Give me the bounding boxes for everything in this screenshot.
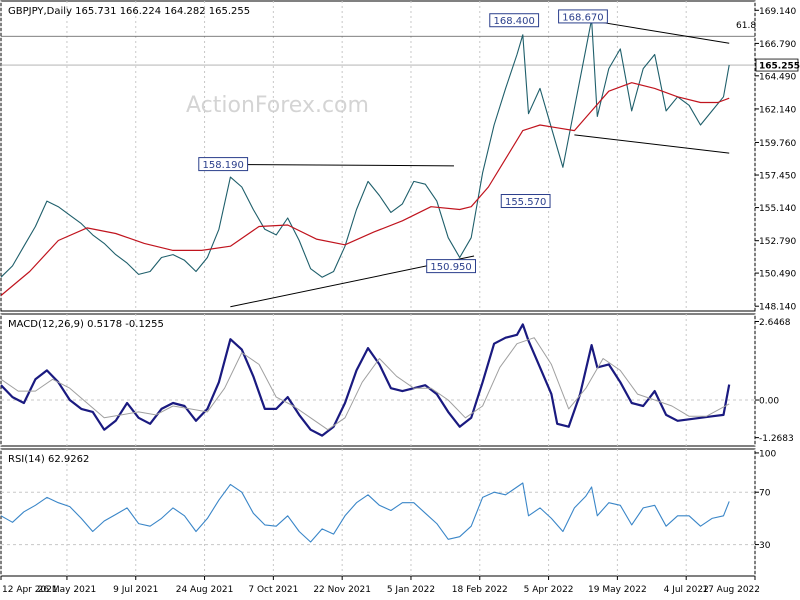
x-tick-label: 17 Aug 2022 [702,585,760,595]
rsi-header: RSI(14) 62.9262 [8,454,89,465]
price-label-text: 150.950 [430,262,471,273]
trendline [574,134,730,154]
price-ytick-label: 157.450 [759,172,796,182]
fib-label: 61.8 [736,21,756,31]
price-series-ma [0,82,730,296]
price-label-box: 168.670 [558,9,608,24]
price-ytick-label: 148.140 [759,303,796,313]
price-label-frame [500,194,551,209]
x-tick-label: 19 May 2022 [588,585,647,595]
x-tick-label: 24 Aug 2021 [176,585,234,595]
rsi-ytick-label: 70 [759,489,771,499]
macd-ytick-label: -1.2683 [759,434,794,444]
price-label-text: 168.400 [493,16,534,27]
rsi-panel: 100 70 30 RSI(14) 62.9262 [0,448,776,577]
price-label-text: 155.570 [505,197,546,208]
x-tick-label: 5 Apr 2022 [524,585,574,595]
rsi-ytick-label: 30 [759,541,771,551]
price-ytick-label: 169.140 [759,7,796,17]
price-label-text: 168.670 [562,12,603,23]
price-ytick-label: 166.790 [759,40,796,50]
macd-ytick-label: 0.00 [759,397,779,407]
x-tick-label: 4 Jul 2022 [664,585,709,595]
macd-series-signal [0,337,730,431]
price-label-box: 150.950 [426,259,477,274]
last-price-tag: 165.255 [755,58,800,72]
price-series-gbpjpy [0,18,730,278]
macd-panel: 2.6468 0.00 -1.2683 MACD(12,26,9) 0.5178 -… [0,313,794,447]
price-label-box: 158.190 [198,157,249,172]
x-tick-label: 12 Apr 2021 [2,585,58,595]
x-tick-label: 26 May 2021 [38,585,97,595]
last-price-box [755,58,799,72]
price-label-frame [198,157,249,172]
price-ytick-label: 150.490 [759,270,796,280]
price-ytick-label: 152.790 [759,237,796,247]
price-label-frame [558,9,608,24]
x-tick-label: 7 Oct 2021 [248,585,298,595]
macd-header: MACD(12,26,9) 0.5178 -0.1255 [8,319,164,330]
price-ytick-label: 159.760 [759,139,796,149]
price-ytick-label: 164.490 [759,72,796,82]
price-label-box: 168.400 [489,13,540,28]
price-ytick-label: 162.140 [759,105,796,115]
price-label-frame [426,259,477,274]
x-tick-label: 18 Feb 2022 [452,585,508,595]
price-header: GBPJPY,Daily 165.731 166.224 164.282 165… [8,6,250,17]
rsi-series-rsi [0,482,730,543]
price-label-text: 158.190 [203,160,244,171]
price-label-frame [489,13,540,28]
last-price-value: 165.255 [759,62,800,72]
macd-series-macd [0,323,731,437]
rsi-panel-frame [0,448,756,577]
price-panel: ActionForex.com 158.190 150.950 155.570 168… [0,0,800,313]
trendline [223,163,454,167]
x-tick-label: 22 Nov 2021 [313,585,371,595]
rsi-ytick-label: 100 [759,449,776,459]
price-ytick-label: 155.140 [759,204,796,214]
macd-ytick-label: 2.6468 [759,318,791,328]
watermark: ActionForex.com [186,93,369,118]
x-tick-label: 5 Jan 2022 [387,585,435,595]
price-label-box: 155.570 [500,194,551,209]
x-tick-label: 9 Jul 2021 [113,585,158,595]
